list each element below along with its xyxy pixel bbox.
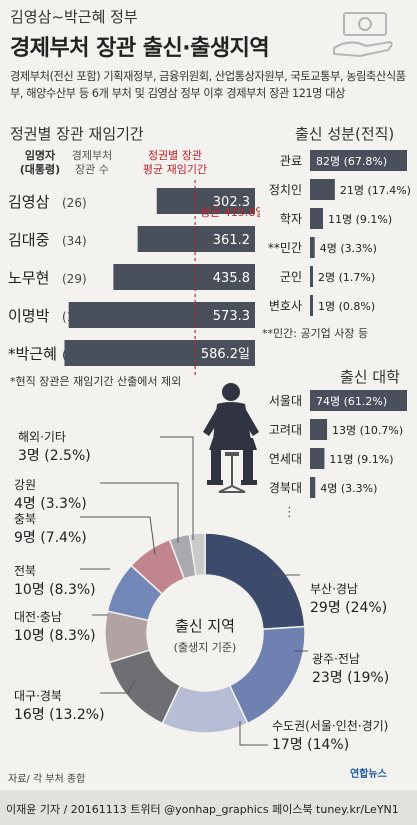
tenure-title: 정권별 장관 재임기간 (10, 125, 144, 143)
yonhap-logo: 연합뉴스 (350, 769, 387, 780)
leader-line (100, 482, 179, 543)
region-value-label: 3명 (2.5%) (18, 448, 91, 464)
origin-bar (310, 150, 407, 171)
university-bar (310, 477, 316, 498)
tenure-chart: 김영삼(26)302.3김대중(34)361.2노무현(29)435.8이명박(… (8, 180, 260, 375)
tenure-category-label: 노무현 (8, 269, 49, 287)
col-president-header: 임명자 (대통령) (19, 149, 61, 176)
university-bar (310, 390, 407, 411)
university-category-label: 서울대 (269, 394, 302, 408)
page-title: 경제부처 장관 출신·출생지역 (10, 36, 270, 61)
tenure-value-label: 435.8 (213, 271, 250, 286)
region-chart: 출신 지역 (출생지 기준) 부산·경남 29명 (24%) 광주·전남 23명 (19%… (14, 430, 389, 753)
region-value-label: 17명 (14%) (272, 737, 349, 753)
tenure-bar (64, 340, 255, 366)
region-category-label: 수도권(서울·인천·경기) (272, 718, 388, 733)
region-value-label: 29명 (24%) (310, 600, 387, 616)
description: 경제부처(전신 포함) 기획재정부, 금융위원회, 산업통상자원부, 국토교통부… (10, 70, 406, 100)
region-slice (204, 532, 306, 631)
footer-credit: 이재윤 기자 / 20161113 트위터 @yonhap_graphics 페… (6, 803, 399, 816)
origin-category-label: **민간 (268, 241, 302, 255)
university-category-label: 고려대 (269, 423, 302, 437)
average-label: 평균 415.8일 (200, 205, 260, 219)
tenure-value-label: 586.2일 (201, 347, 250, 362)
tenure-bar (68, 302, 256, 328)
origin-bar (310, 266, 313, 287)
tenure-bar (137, 226, 255, 252)
region-slice (188, 532, 206, 577)
col-count-header: 경제부처 장관 수 (71, 149, 113, 176)
money-hand-icon (330, 8, 400, 58)
origin-chart: 관료 82명 (67.8%) 정치인 21명 (17.4%) 학자 11명 (9.1%) *… (268, 150, 411, 316)
tenure-category-label: *박근혜 (8, 345, 57, 363)
origin-value-label: 4명 (3.3%) (320, 242, 377, 255)
tenure-value-label: 302.3 (213, 195, 250, 210)
origin-value-label: 11명 (9.1%) (328, 213, 392, 226)
origin-value-label: 21명 (17.4%) (340, 184, 411, 197)
origin-title: 출신 성분(전직) (295, 125, 395, 143)
origin-category-label: 관료 (280, 154, 302, 168)
tenure-bar (113, 264, 256, 290)
tenure-count-label: (29) (62, 272, 87, 286)
leader-line (160, 436, 194, 540)
region-category-label: 충북 (14, 512, 36, 526)
more-dots: ⋮ (283, 505, 296, 520)
seated-person-icon (195, 380, 270, 500)
source-note: 자료/ 각 부처 종합 (8, 774, 86, 785)
region-center-subtitle: (출생지 기준) (174, 641, 237, 654)
university-chart: 서울대 74명 (61.2%) 고려대 13명 (10.7%) 연세대 11명 (9.1%… (269, 390, 407, 498)
region-category-label: 대전·충남 (14, 610, 62, 624)
university-value-label: 74명 (61.2%) (316, 395, 387, 408)
origin-bar (310, 179, 335, 200)
origin-category-label: 군인 (280, 270, 302, 284)
origin-bar (310, 295, 313, 316)
region-value-label: 10명 (8.3%) (14, 628, 96, 644)
origin-category-label: 변호사 (269, 299, 302, 313)
origin-category-label: 학자 (280, 212, 302, 226)
tenure-count-label: (34) (62, 234, 87, 248)
tenure-category-label: 김영삼 (8, 193, 50, 211)
university-category-label: 경북대 (269, 481, 302, 495)
region-category-label: 대구·경북 (14, 689, 62, 703)
region-value-label: 9명 (7.4%) (14, 530, 87, 546)
region-category-label: 강원 (14, 478, 36, 492)
origin-bar (310, 237, 315, 258)
region-category-label: 해외·기타 (18, 430, 66, 444)
university-value-label: 4명 (3.3%) (320, 482, 377, 495)
region-value-label: 16명 (13.2%) (14, 707, 105, 723)
origin-value-label: 1명 (0.8%) (318, 300, 375, 313)
tenure-value-label: 361.2 (213, 233, 250, 248)
region-category-label: 부산·경남 (310, 582, 358, 596)
origin-value-label: 2명 (1.7%) (318, 271, 375, 284)
leader-line (100, 679, 136, 694)
origin-bar (310, 208, 324, 229)
university-bar (310, 419, 328, 440)
origin-footnote: **민간: 공기업 사장 등 (262, 327, 369, 340)
leader-line (239, 721, 268, 746)
region-center-title: 출신 지역 (175, 617, 235, 635)
tenure-category-label: 김대중 (8, 231, 49, 249)
header-subtitle: 김영삼~박근혜 정부 (10, 8, 138, 26)
university-bar (310, 448, 325, 469)
col-avg-header: 정권별 장관 평균 재임기간 (142, 149, 208, 176)
university-value-label: 13명 (10.7%) (332, 424, 403, 437)
leader-line (80, 516, 156, 556)
tenure-bar (156, 188, 255, 214)
tenure-category-label: 이명박 (8, 307, 50, 325)
university-value-label: 11명 (9.1%) (329, 453, 393, 466)
region-value-label: 10명 (8.3%) (14, 582, 96, 598)
footer-bar (0, 790, 417, 825)
tenure-value-label: 573.3 (213, 309, 250, 324)
tenure-count-label: (26) (62, 196, 87, 210)
university-title: 출신 대학 (340, 368, 400, 386)
tenure-footnote: *현직 장관은 재임기간 산출에서 제외 (10, 375, 182, 388)
university-category-label: 연세대 (269, 452, 302, 466)
region-category-label: 광주·전남 (312, 652, 360, 666)
region-value-label: 23명 (19%) (312, 670, 389, 686)
region-value-label: 4명 (3.3%) (14, 496, 87, 512)
region-category-label: 전북 (14, 564, 36, 578)
origin-value-label: 82명 (67.8%) (316, 155, 387, 168)
origin-category-label: 정치인 (269, 183, 302, 197)
